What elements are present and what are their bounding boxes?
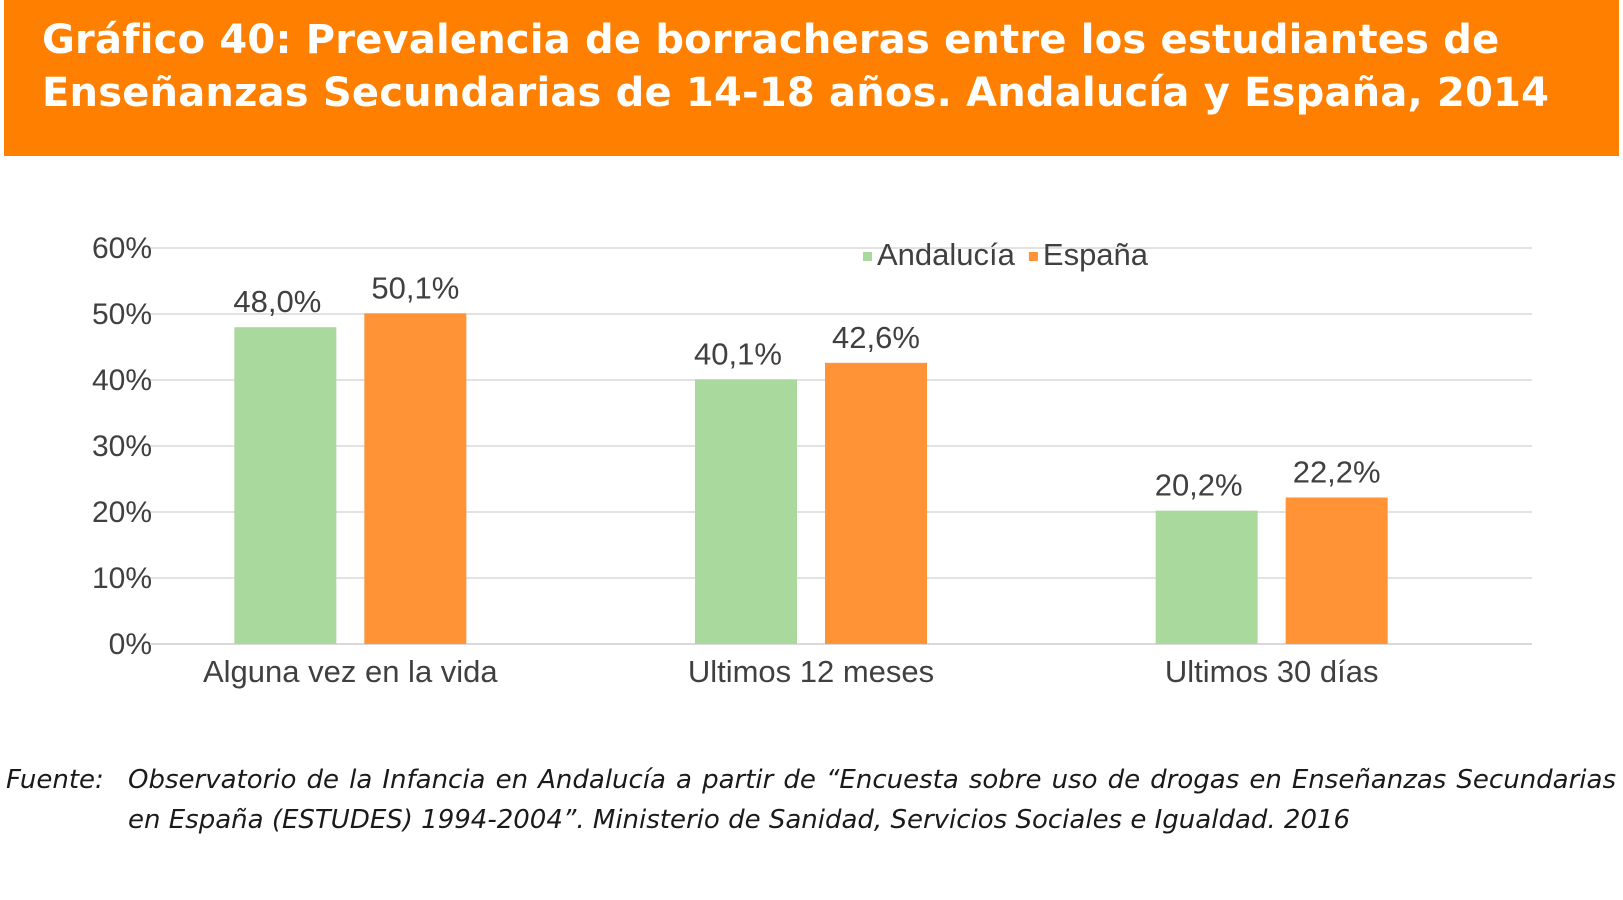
data-label: 20,2%: [1155, 468, 1243, 503]
y-tick-label: 20%: [92, 496, 152, 529]
y-tick-label: 60%: [92, 232, 152, 265]
bar: [234, 327, 337, 644]
x-tick-label: Ultimos 12 meses: [688, 654, 934, 689]
bar: [825, 362, 927, 644]
bar: [364, 313, 467, 644]
data-label: 42,6%: [832, 320, 920, 355]
y-tick-label: 50%: [92, 298, 152, 331]
data-label: 40,1%: [694, 336, 782, 371]
bar-chart: 0% 10% 20% 30% 40% 50% 60% 48,0% 50,1% Alguna vez…: [92, 232, 1532, 689]
x-tick-label: Ultimos 30 días: [1165, 654, 1379, 689]
y-tick-label: 30%: [92, 430, 152, 463]
bar: [695, 379, 797, 644]
data-label: 50,1%: [371, 270, 459, 305]
source-text: Observatorio de la Infancia en Andalucía…: [128, 765, 1616, 835]
y-tick-label: 10%: [92, 562, 152, 595]
legend-label: España: [1043, 237, 1149, 272]
y-tick-label: 0%: [109, 628, 152, 661]
chart-title: Gráfico 40: Prevalencia de borracheras e…: [42, 17, 1550, 116]
legend-swatch: [1028, 252, 1038, 261]
data-label: 48,0%: [233, 284, 321, 319]
title-banner: Gráfico 40: Prevalencia de borracheras e…: [4, 0, 1619, 156]
source-label: Fuente:: [6, 765, 104, 795]
legend-label: Andalucía: [877, 237, 1016, 272]
y-tick-label: 40%: [92, 364, 152, 397]
legend-swatch: [863, 252, 872, 261]
bar: [1155, 510, 1258, 644]
data-label: 22,2%: [1293, 454, 1381, 489]
source-note: Fuente: Observatorio de la Infancia en A…: [6, 760, 1616, 840]
bar: [1285, 497, 1388, 644]
x-tick-label: Alguna vez en la vida: [203, 654, 498, 689]
